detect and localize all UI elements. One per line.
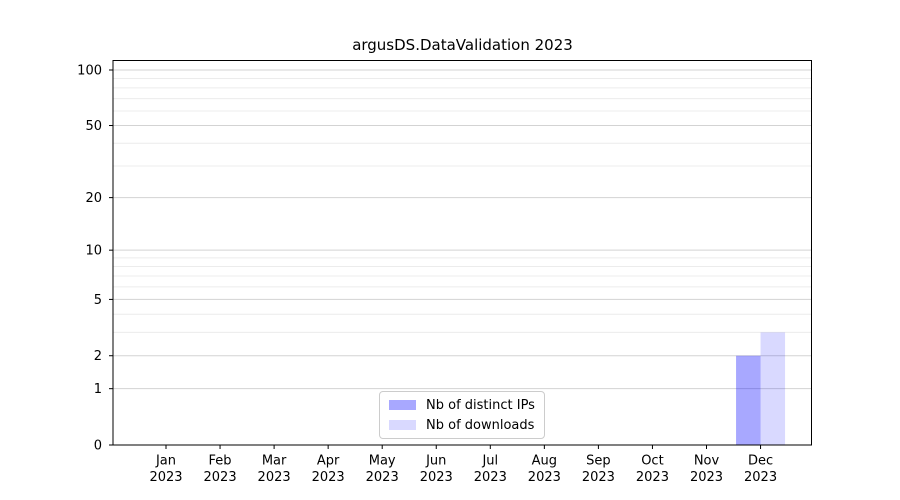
y-tick-label: 100: [77, 64, 102, 79]
x-tick-label-month: Oct: [641, 454, 663, 469]
x-tick-label-month: Apr: [317, 454, 340, 469]
x-tick-label-month: Jun: [425, 454, 446, 469]
legend-swatch-downloads: [389, 420, 416, 430]
x-tick-label-year: 2023: [149, 470, 182, 485]
x-tick-label-year: 2023: [258, 470, 291, 485]
legend-item: Nb of downloads: [389, 416, 535, 434]
x-tick-label-year: 2023: [312, 470, 345, 485]
x-tick-label-month: Aug: [532, 454, 557, 469]
x-tick-label-year: 2023: [204, 470, 237, 485]
x-tick-label-month: Nov: [694, 454, 720, 469]
x-tick-label-year: 2023: [420, 470, 453, 485]
x-tick-label-month: Feb: [209, 454, 232, 469]
bar-distinct-ips: [736, 355, 761, 445]
chart-title: argusDS.DataValidation 2023: [352, 36, 573, 54]
x-tick-label-month: Jan: [155, 454, 176, 469]
y-tick-label: 50: [85, 119, 102, 134]
legend: Nb of distinct IPs Nb of downloads: [379, 391, 545, 439]
y-tick-label: 5: [94, 293, 102, 308]
legend-label: Nb of downloads: [426, 417, 535, 433]
x-tick-label-year: 2023: [636, 470, 669, 485]
x-tick-label-year: 2023: [366, 470, 399, 485]
x-tick-label-month: May: [369, 454, 396, 469]
x-tick-label-year: 2023: [690, 470, 723, 485]
legend-label: Nb of distinct IPs: [426, 397, 535, 413]
y-tick-label: 0: [94, 439, 102, 454]
x-tick-label-month: Jul: [481, 454, 498, 469]
legend-swatch-distinct-ips: [389, 400, 416, 410]
x-tick-label-month: Sep: [586, 454, 611, 469]
y-tick-label: 2: [94, 349, 102, 364]
x-tick-label-year: 2023: [474, 470, 507, 485]
x-tick-label-year: 2023: [744, 470, 777, 485]
y-tick-label: 20: [85, 191, 102, 206]
bar-downloads: [760, 332, 786, 445]
y-tick-label: 10: [85, 244, 102, 259]
plot-border: [112, 60, 812, 446]
legend-item: Nb of distinct IPs: [389, 396, 535, 414]
x-tick-label-month: Mar: [262, 454, 287, 469]
x-tick-label-year: 2023: [528, 470, 561, 485]
x-tick-label-month: Dec: [748, 454, 773, 469]
y-tick-label: 1: [94, 382, 102, 397]
x-tick-label-year: 2023: [582, 470, 615, 485]
